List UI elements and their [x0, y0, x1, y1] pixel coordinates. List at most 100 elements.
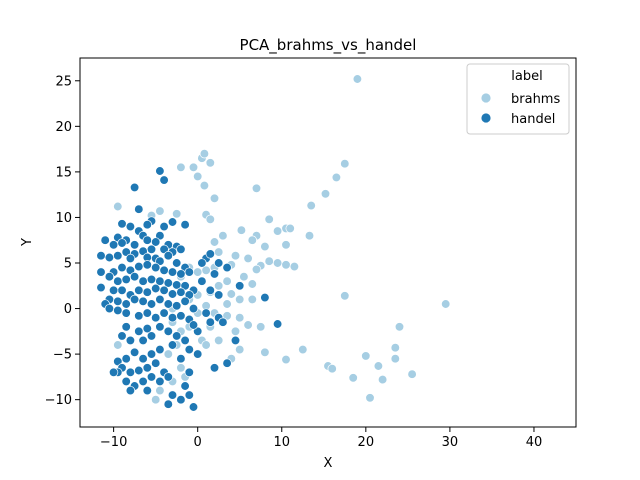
- point-brahms-49: [247, 279, 257, 289]
- point-brahms-57: [222, 299, 232, 309]
- point-handel-148: [209, 363, 220, 373]
- point-handel-8: [117, 219, 127, 229]
- y-tick-label-4: 10: [55, 211, 72, 226]
- point-handel-97: [151, 313, 161, 323]
- point-brahms-31: [260, 241, 270, 252]
- point-brahms-38: [281, 260, 291, 270]
- points-layer: [96, 74, 451, 412]
- point-handel-147: [193, 349, 203, 359]
- point-handel-24: [176, 244, 186, 254]
- point-handel-139: [167, 390, 178, 400]
- point-brahms-58: [340, 291, 350, 301]
- point-handel-120: [121, 354, 131, 364]
- point-brahms-15: [155, 206, 165, 216]
- point-handel-96: [142, 308, 152, 318]
- legend-label-brahms: brahms: [511, 92, 560, 107]
- point-handel-51: [125, 265, 136, 275]
- point-brahms-92: [373, 361, 384, 371]
- point-handel-68: [214, 290, 224, 300]
- legend-title: label: [511, 69, 542, 84]
- point-brahms-11: [188, 162, 199, 172]
- point-brahms-45: [193, 267, 203, 277]
- y-tick-label-6: 20: [55, 120, 72, 135]
- point-handel-85: [138, 296, 148, 306]
- point-handel-118: [138, 354, 148, 364]
- point-handel-150: [230, 335, 241, 346]
- point-handel-71: [167, 289, 178, 299]
- point-brahms-10: [251, 183, 262, 193]
- point-handel-91: [188, 303, 199, 314]
- point-handel-125: [142, 363, 152, 373]
- y-tick-label-5: 15: [55, 165, 72, 180]
- point-brahms-27: [218, 231, 228, 241]
- point-handel-112: [163, 326, 173, 336]
- point-brahms-98: [394, 322, 405, 332]
- x-tick-label-5: 40: [526, 435, 543, 450]
- point-handel-140: [176, 395, 186, 405]
- point-brahms-4: [176, 162, 186, 172]
- point-handel-154: [222, 262, 232, 273]
- x-axis: −10 0 10 20 30 40: [100, 427, 542, 450]
- point-handel-89: [172, 301, 182, 311]
- point-brahms-40: [251, 264, 262, 275]
- point-handel-159: [188, 320, 199, 330]
- point-handel-20: [142, 235, 152, 245]
- point-handel-18: [117, 238, 127, 248]
- point-brahms-28: [247, 235, 257, 245]
- point-brahms-37: [289, 261, 300, 272]
- point-brahms-83: [176, 363, 186, 373]
- point-handel-33: [96, 251, 106, 261]
- point-handel-142: [188, 402, 199, 412]
- point-handel-119: [129, 347, 140, 357]
- point-handel-58: [129, 272, 140, 282]
- point-brahms-8: [320, 189, 331, 199]
- point-brahms-25: [236, 225, 247, 235]
- point-handel-82: [113, 296, 123, 306]
- point-brahms-19: [205, 214, 215, 224]
- point-handel-0: [155, 166, 165, 176]
- point-handel-31: [113, 251, 123, 261]
- point-handel-110: [125, 335, 136, 346]
- point-handel-88: [163, 299, 173, 309]
- point-handel-116: [155, 344, 165, 355]
- point-handel-32: [104, 252, 115, 263]
- point-handel-27: [146, 244, 157, 254]
- legend-label-handel: handel: [511, 112, 555, 127]
- point-handel-99: [167, 313, 178, 323]
- point-handel-111: [117, 331, 127, 341]
- point-brahms-88: [113, 340, 123, 350]
- point-brahms-95: [365, 393, 375, 403]
- point-handel-145: [108, 367, 119, 377]
- point-handel-124: [134, 365, 144, 376]
- point-handel-128: [176, 354, 186, 364]
- point-handel-77: [117, 285, 127, 295]
- y-tick-label-0: −10: [45, 393, 72, 408]
- point-brahms-32: [230, 251, 241, 261]
- point-brahms-86: [155, 385, 165, 396]
- point-handel-43: [214, 258, 224, 268]
- point-handel-5: [159, 221, 169, 232]
- y-axis: −10 −5 0 5 10 15 20 25: [45, 74, 80, 408]
- point-brahms-80: [201, 340, 211, 350]
- point-brahms-14: [113, 201, 123, 212]
- point-handel-16: [108, 240, 119, 250]
- point-brahms-9: [199, 180, 210, 191]
- point-brahms-97: [390, 343, 400, 353]
- plot-border: [79, 57, 577, 428]
- point-handel-55: [104, 272, 115, 282]
- point-brahms-22: [285, 223, 295, 234]
- point-handel-9: [167, 217, 178, 227]
- point-handel-21: [151, 237, 161, 247]
- point-handel-79: [96, 282, 106, 293]
- point-handel-100: [176, 311, 186, 321]
- point-handel-64: [180, 281, 190, 291]
- point-handel-123: [125, 367, 136, 377]
- y-axis-label: Y: [20, 238, 35, 247]
- point-brahms-12: [209, 193, 220, 203]
- x-tick-label-1: 0: [194, 435, 202, 450]
- point-brahms-94: [377, 374, 388, 385]
- point-brahms-65: [235, 313, 245, 323]
- point-handel-44: [184, 267, 194, 277]
- point-handel-1: [159, 175, 169, 185]
